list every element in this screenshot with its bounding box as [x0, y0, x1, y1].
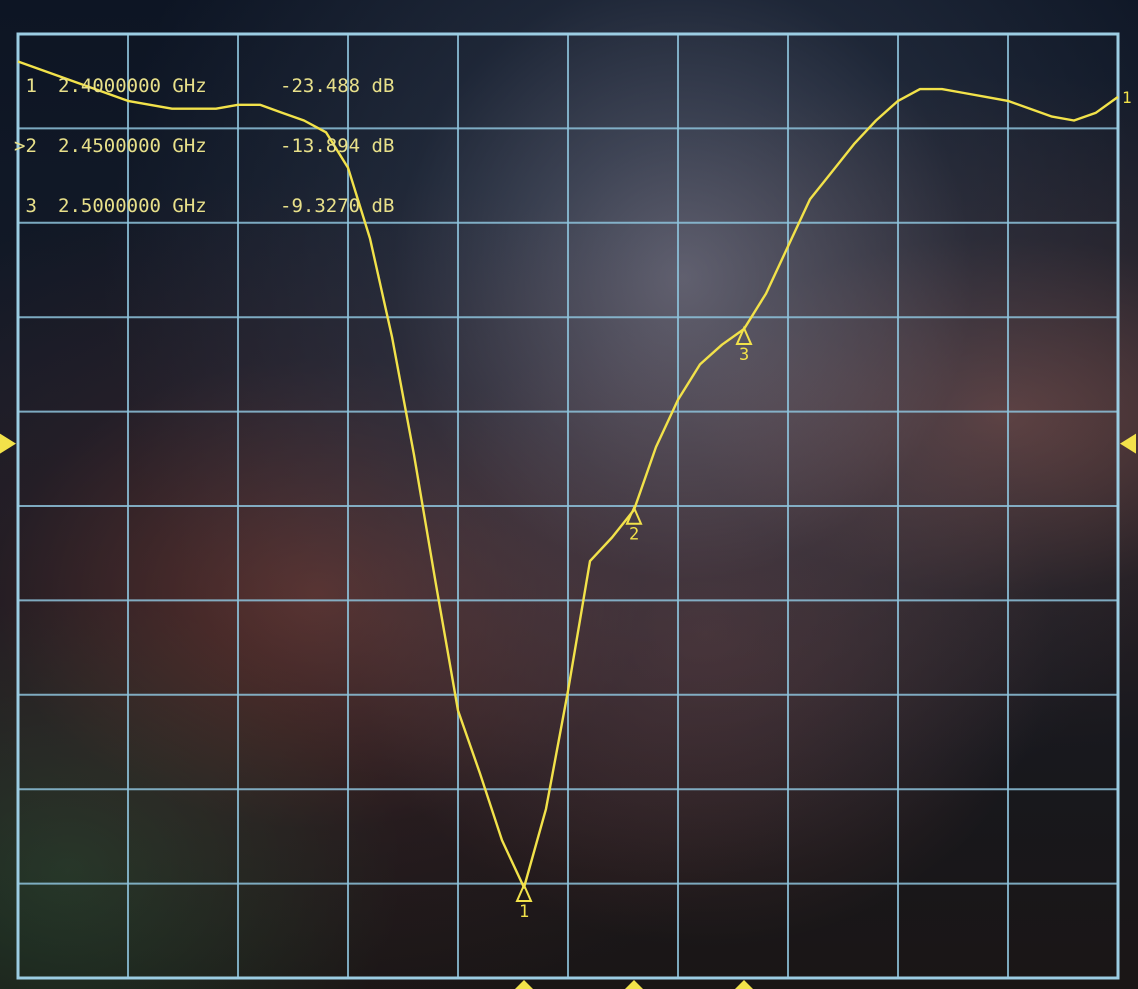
marker-frequency-arrow-icon	[625, 980, 643, 989]
marker-number: 1	[25, 75, 37, 97]
trace-layer: 1	[17, 60, 1132, 889]
marker-number: 3	[25, 195, 37, 217]
marker-readout-table: 1 2.4000000 GHz -23.488 dB >2 2.4500000 GHz…	[14, 36, 394, 256]
marker-label: 1	[519, 902, 529, 922]
marker-value: -13.894 dB	[280, 135, 395, 157]
marker-frequency: 2.4000000 GHz	[58, 75, 207, 97]
marker-label: 2	[629, 525, 639, 545]
marker-triangle-icon	[625, 505, 643, 525]
reference-arrow-right-icon	[1120, 433, 1136, 454]
marker-frequency-arrow-icon	[735, 980, 753, 989]
marker-3: 3	[735, 325, 753, 989]
marker-frequency-arrow-icon	[515, 980, 533, 989]
active-marker-indicator: >	[14, 135, 26, 157]
marker-triangle-icon	[515, 882, 533, 903]
plot-frame	[16, 32, 1120, 980]
trace-label: 1	[1122, 88, 1132, 107]
reference-arrows	[0, 433, 1136, 454]
marker-1: 1	[515, 882, 533, 989]
marker-triangle-icon	[735, 325, 753, 346]
marker-id: 3	[14, 196, 58, 216]
active-marker-indicator	[14, 75, 25, 97]
marker-value: -9.3270 dB	[280, 195, 395, 217]
marker-2: 2	[625, 505, 643, 989]
marker-readout-row-3: 3 2.5000000 GHz -9.3270 dB	[14, 196, 394, 216]
marker-id: >2	[14, 136, 58, 156]
marker-label: 3	[739, 345, 749, 365]
marker-id: 1	[14, 76, 58, 96]
marker-value: -23.488 dB	[280, 75, 395, 97]
marker-readout-row-1: 1 2.4000000 GHz -23.488 dB	[14, 76, 394, 96]
trace-line	[17, 60, 1119, 889]
marker-layer: 1 2 3	[515, 325, 753, 989]
marker-readout-row-2: >2 2.4500000 GHz -13.894 dB	[14, 136, 394, 156]
active-marker-indicator	[14, 195, 25, 217]
reference-arrow-left-icon	[0, 433, 16, 454]
marker-frequency: 2.5000000 GHz	[58, 195, 207, 217]
grid	[16, 32, 1120, 980]
marker-number: 2	[25, 135, 37, 157]
marker-frequency: 2.4500000 GHz	[58, 135, 207, 157]
